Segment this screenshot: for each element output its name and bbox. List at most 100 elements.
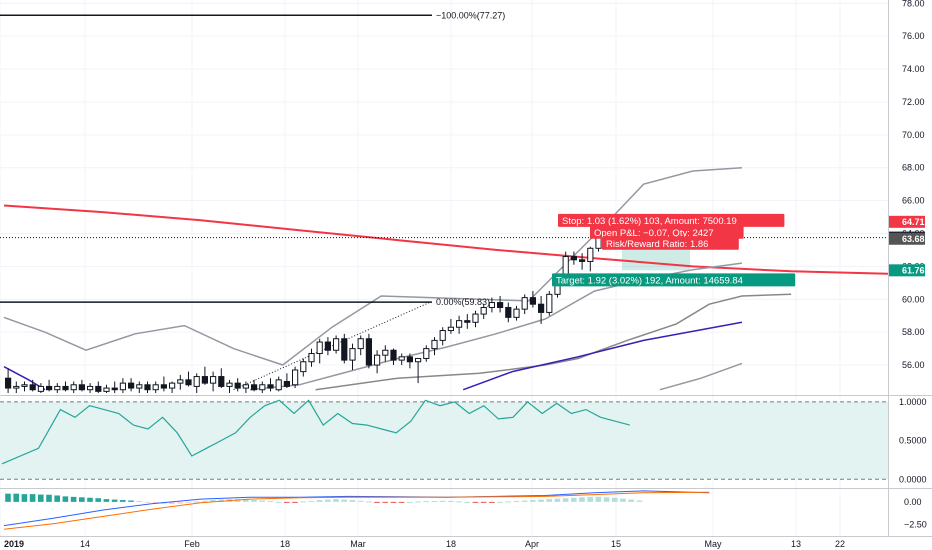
macd-hist-bar (54, 495, 60, 502)
price-tick-label: 60.00 (902, 294, 925, 304)
macd-hist-bar (103, 499, 110, 502)
time-tick-label: 22 (835, 539, 845, 549)
time-tick-label: 13 (791, 539, 801, 549)
macd-tick-label: 0.00 (904, 497, 922, 507)
macd-hist-bar (316, 500, 323, 502)
price-grid (0, 0, 932, 537)
price-tag: 64.71 (902, 217, 925, 227)
candle-body (160, 384, 168, 389)
candle-body (472, 313, 479, 323)
macd-hist-bar (439, 500, 446, 502)
macd-hist-bar (218, 499, 224, 502)
macd-hist-bar (202, 500, 208, 502)
candle-body (333, 338, 340, 351)
candle-body (464, 320, 471, 323)
price-tick-label: 76.00 (902, 31, 925, 41)
macd-hist-bar (341, 499, 347, 502)
macd-hist-bar (513, 500, 520, 502)
candle-body (398, 356, 405, 361)
candle-body (341, 338, 348, 361)
macd-hist-bar (546, 499, 552, 502)
candle-body (324, 341, 331, 351)
macd-hist-bar (325, 499, 331, 502)
candle-body (144, 384, 151, 391)
candle-body (46, 385, 53, 391)
candle-body (251, 384, 258, 391)
macd-hist-bar (21, 494, 28, 502)
macd-hist-bar (530, 500, 536, 502)
candle-body (5, 377, 12, 389)
candle-body (29, 384, 36, 391)
candle-body (70, 384, 77, 391)
indicator-line (315, 293, 792, 391)
macd-line (3, 490, 710, 527)
macd-hist-bar (5, 493, 11, 502)
candle-body (37, 385, 44, 392)
candle-body (488, 302, 495, 308)
macd-hist-bar (489, 501, 495, 503)
candle-body (546, 293, 553, 313)
pnl-label: Open P&L: −0.07, Qty: 2427 (594, 228, 714, 239)
time-tick-label: 18 (280, 539, 290, 549)
price-scale[interactable]: 78.0076.0074.0072.0070.0068.0066.0064.00… (889, 0, 925, 370)
price-pane[interactable]: −100.00%(77.27) 0.00%(59.83) Stop: 1.03 (1… (0, 10, 890, 393)
macd-hist-bar (374, 501, 380, 503)
stoch-rsi-pane[interactable]: 1.0000 0.5000 0.0000 (0, 397, 927, 484)
macd-hist-bar (120, 500, 126, 502)
time-tick-label: Mar (350, 539, 366, 549)
macd-hist-bar (366, 501, 372, 503)
candle-body (210, 376, 217, 384)
time-tick-label: Apr (525, 539, 539, 549)
macd-hist-bar (251, 500, 257, 502)
macd-hist-bar (144, 501, 151, 503)
macd-hist-bar (152, 501, 159, 504)
candle-body (193, 376, 200, 387)
candle-body (201, 376, 209, 384)
macd-hist-bar (579, 497, 585, 502)
candle-body (497, 302, 504, 308)
time-tick-label: 2019 (4, 539, 24, 549)
time-tick-label: 14 (80, 539, 90, 549)
candle-body (587, 247, 594, 262)
candle-body (431, 339, 438, 350)
stoch-tick-label: 0.5000 (899, 436, 927, 446)
candle-body (374, 354, 381, 366)
pnl-label-bg (590, 225, 744, 239)
candle-body (406, 356, 413, 363)
candle-body (259, 384, 266, 391)
macd-hist-bar (243, 499, 249, 502)
candle-body (357, 338, 364, 350)
candle-body (521, 297, 528, 310)
stoch-band (0, 401, 888, 480)
stoch-tick-label: 1.0000 (899, 397, 927, 407)
price-tick-label: 72.00 (902, 97, 925, 107)
candle-body (136, 384, 143, 389)
macd-hist-bar (292, 501, 298, 503)
candle-body (480, 306, 487, 315)
candle-body (169, 382, 176, 389)
candle-body (234, 382, 241, 389)
macd-hist-bar (620, 498, 626, 502)
stop-label: Stop: 1.03 (1.62%) 103, Amount: 7500.19 (562, 216, 737, 227)
macd-hist-bar (193, 501, 200, 503)
indicator-line (3, 166, 743, 366)
candle-body (62, 385, 69, 391)
candle-body (538, 303, 545, 313)
time-tick-label: May (704, 539, 722, 549)
candle-body (365, 338, 372, 366)
time-scale[interactable]: 2019 14 Feb 18 Mar 18 Apr 15 May 13 22 (4, 539, 845, 549)
price-tick-label: 66.00 (902, 196, 925, 206)
candle-body (152, 384, 159, 391)
price-tick-label: 74.00 (902, 64, 925, 74)
macd-hist-bar (333, 499, 339, 502)
macd-hist-bar (284, 501, 290, 503)
stoch-line (1, 399, 630, 465)
candle-body (275, 379, 282, 391)
candle-body (119, 382, 127, 391)
macd-hist-bar (636, 500, 643, 502)
macd-pane[interactable]: 0.00 −2.50 (3, 490, 927, 530)
candle-body (423, 348, 430, 359)
candle-body (390, 349, 397, 361)
macd-hist-bar (357, 500, 364, 502)
